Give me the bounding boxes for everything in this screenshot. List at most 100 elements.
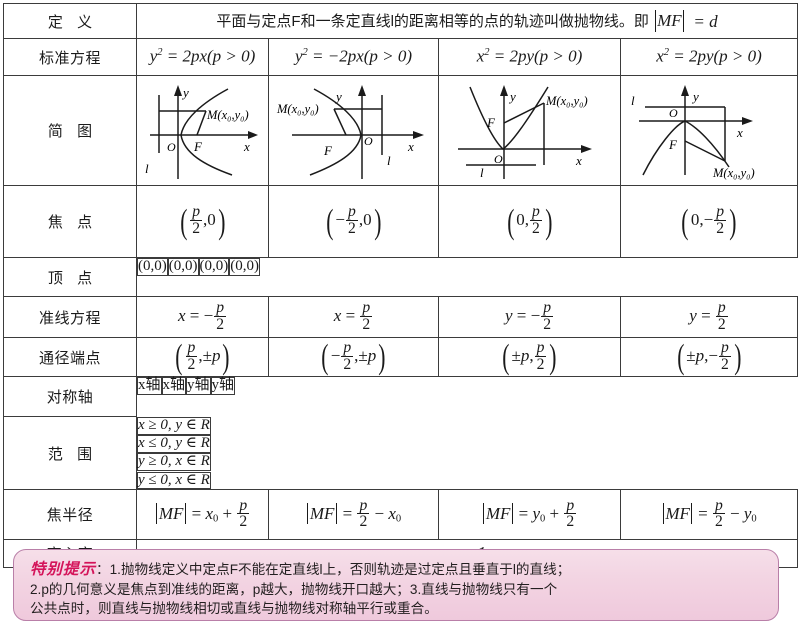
x-axis-arrow <box>742 116 753 125</box>
axis-col2: x轴 <box>161 377 187 396</box>
focus-label: F <box>486 115 496 130</box>
point-label: M(x₀,y₀) <box>545 94 588 108</box>
vertex-col1: (0,0) <box>137 258 168 277</box>
std-eq-2-var: y <box>294 46 303 66</box>
note-line-2: 2.p的几何意义是焦点到准线的距离，p越大，抛物线开口越大；3.直线与抛物线只有… <box>30 581 558 597</box>
diagram-cell-opens-up: y x O F l M(x₀,y₀) <box>438 75 621 186</box>
standard-equation-col1: y2 = 2px(p > 0) <box>136 38 269 76</box>
directrix-3-var: y <box>504 305 513 325</box>
definition-mf: MF <box>657 11 682 31</box>
std-eq-3-rhs: = 2py(p > 0) <box>493 46 583 66</box>
focal-radius-segment <box>332 108 347 135</box>
vertex-col2: (0,0) <box>167 258 199 277</box>
latus-rectum-col4: (±p,− p 2) <box>620 337 798 377</box>
directrix-4-var: y <box>689 305 697 325</box>
standard-equation-col4: x2 = 2py(p > 0) <box>620 38 798 76</box>
y-label: y <box>691 89 699 104</box>
axis-col4: y轴 <box>210 377 236 396</box>
definition-text: 平面与定点F和一条定直线l的距离相等的点的轨迹叫做抛物线。即 <box>216 13 649 31</box>
directrix-col3: y = − p 2 <box>438 296 621 338</box>
parabola-opens-right-figure: y x O F l M(x₀,y₀) <box>145 84 258 179</box>
y-label: y <box>508 89 516 104</box>
focal-radius-4-var: y <box>743 503 752 523</box>
row-label-standard-equation: 标准方程 <box>3 38 137 76</box>
table-row-standard-equation: 标准方程 y2 = 2px(p > 0) y2 = −2px(p > 0) x2… <box>3 38 798 76</box>
directrix-col1: x = − p 2 <box>136 296 269 338</box>
note-line-1: 特别提示：1.抛物线定义中定点F不能在定直线l上，否则轨迹是过定点且垂直于l的直… <box>30 560 764 580</box>
x-label: x <box>736 125 743 140</box>
y-axis-arrow <box>681 84 689 96</box>
std-eq-1-rhs: = 2px(p > 0) <box>166 46 256 66</box>
directrix-label: l <box>480 165 484 180</box>
y-label: y <box>181 85 189 100</box>
focal-radius-1-var: x <box>205 503 213 523</box>
table-row-range: 范 围 x ≥ 0, y ∈ R x ≤ 0, y ∈ R y ≥ 0, x ∈… <box>3 415 798 491</box>
table-row-latus-rectum: 通径端点 (p 2 ,±p) (− p 2 ,±p) (±p, p 2) (±p,− p 2) <box>3 337 798 377</box>
x-label: x <box>407 139 414 154</box>
std-eq-2-rhs: = −2px(p > 0) <box>312 46 413 66</box>
focus-label: F <box>323 143 333 158</box>
directrix-label: l <box>631 93 635 108</box>
y-axis-arrow <box>499 84 508 96</box>
definition-eq: = d <box>693 11 718 31</box>
directrix-label: l <box>387 153 391 168</box>
range-col4: y ≤ 0, x ∈ R <box>137 471 211 490</box>
axis-col3: y轴 <box>186 377 211 396</box>
point-label: M(x₀,y₀) <box>276 102 319 116</box>
directrix-3-sign: − <box>530 305 541 325</box>
range-col1: x ≥ 0, y ∈ R <box>137 416 211 435</box>
focus-label: F <box>668 137 678 152</box>
focus-label: F <box>193 139 203 154</box>
point-label: M(x₀,y₀) <box>206 108 249 122</box>
row-label-range: 范 围 <box>3 415 137 491</box>
y-axis-arrow <box>173 84 182 96</box>
vertex-col4: (0,0) <box>229 258 260 277</box>
latus-rectum-col3: (±p, p 2) <box>438 337 621 377</box>
focal-radius-2-var: x <box>388 503 396 523</box>
focus-col4: (0,− p 2) <box>620 185 798 258</box>
std-eq-4-rhs: = 2py(p > 0) <box>673 46 762 66</box>
directrix-1-sign: − <box>203 305 214 325</box>
vertex-col3: (0,0) <box>198 258 230 277</box>
parabola-opens-down-figure: y x O F l M(x₀,y₀) <box>631 84 755 180</box>
y-label: y <box>334 89 342 104</box>
latus-rectum-col2: (− p 2 ,±p) <box>268 337 439 377</box>
special-tip-tag: 特别提示 <box>30 561 97 578</box>
directrix-1-var: x <box>177 305 186 325</box>
parabola-curve <box>642 119 730 175</box>
table-row-vertex: 顶 点 (0,0) (0,0) (0,0) (0,0) <box>3 257 798 297</box>
origin-label: O <box>494 152 503 166</box>
parabola-properties-table: 定 义 平面与定点F和一条定直线l的距离相等的点的轨迹叫做抛物线。即 MF = … <box>3 3 798 569</box>
diagram-cell-opens-left: y x O F l M(x₀,y₀) <box>268 75 439 186</box>
row-label-latus-rectum: 通径端点 <box>3 337 137 377</box>
latus-rectum-col1: (p 2 ,±p) <box>136 337 269 377</box>
row-label-diagram: 简 图 <box>3 75 137 186</box>
x-label: x <box>243 139 250 154</box>
x-axis-arrow <box>580 144 592 153</box>
x-axis-arrow <box>247 130 258 139</box>
table-row-diagram: 简 图 y x O <box>3 75 798 186</box>
diagram-cell-opens-right: y x O F l M(x₀,y₀) <box>136 75 269 186</box>
note-line-1-text: ：1.抛物线定义中定点F不能在定直线l上，否则轨迹是过定点且垂直于l的直线； <box>96 562 571 577</box>
focal-radius-3-var: y <box>532 503 540 523</box>
diagram-cell-opens-down: y x O F l M(x₀,y₀) <box>620 75 798 186</box>
std-eq-4-var: x <box>656 46 664 66</box>
range-col2: x ≤ 0, y ∈ R <box>137 435 211 453</box>
table-row-definition: 定 义 平面与定点F和一条定直线l的距离相等的点的轨迹叫做抛物线。即 MF = … <box>3 3 798 39</box>
parabola-curve <box>179 87 232 176</box>
table-row-axis-of-symmetry: 对称轴 x轴 x轴 y轴 y轴 <box>3 376 798 417</box>
point-label: M(x₀,y₀) <box>712 166 755 180</box>
focal-radius-segment <box>503 101 544 124</box>
row-label-focal-radius: 焦半径 <box>3 489 137 541</box>
standard-equation-col2: y2 = −2px(p > 0) <box>268 38 439 76</box>
origin-label: O <box>167 140 176 154</box>
std-eq-1-var: y <box>149 46 158 66</box>
x-label: x <box>575 153 582 168</box>
